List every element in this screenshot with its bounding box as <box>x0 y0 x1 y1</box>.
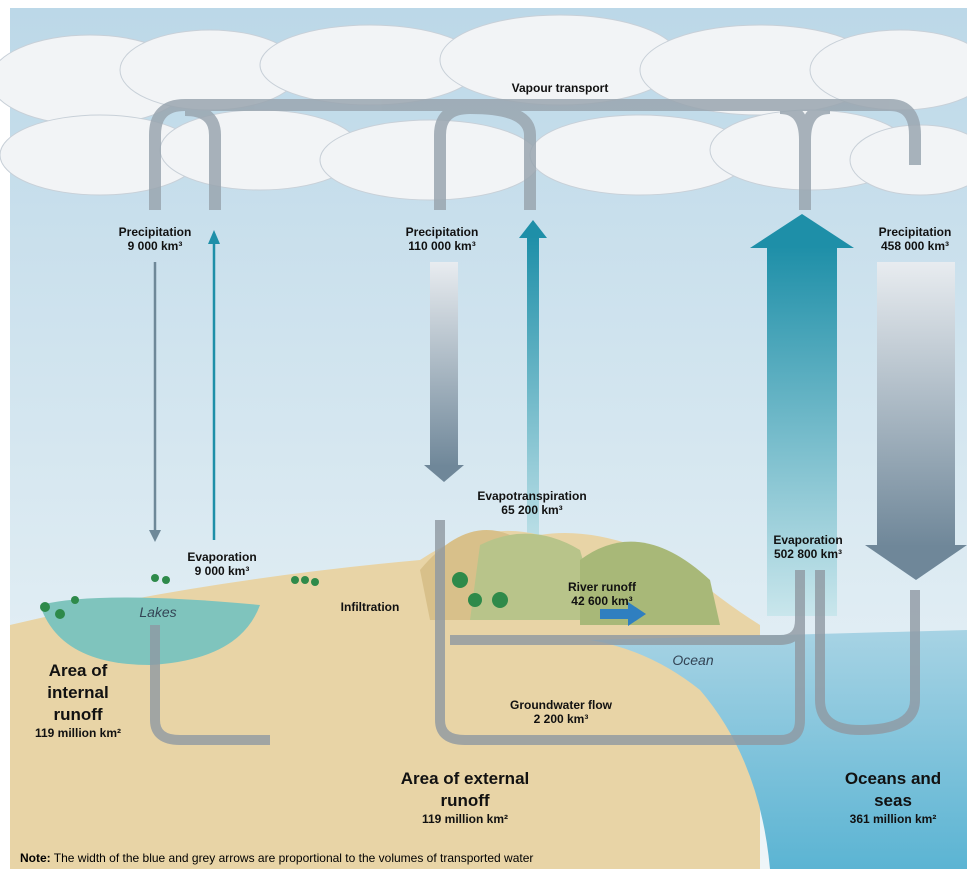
flow-name: River runoff <box>567 580 637 594</box>
flow-name: Evapotranspiration <box>477 489 587 503</box>
flow-amount: 110 000 km³ <box>408 239 476 253</box>
flow-label: Evaporation 502 800 km³ <box>773 533 842 561</box>
flow-label: Evapotranspiration 65 200 km³ <box>477 489 586 517</box>
note-prefix: Note: <box>20 851 51 865</box>
flow-name: Precipitation <box>118 225 192 239</box>
lakes-label: Lakes <box>139 604 177 620</box>
flow-label: Evaporation 9 000 km³ <box>187 550 256 578</box>
area-label: Area of external runoff 119 million km² <box>380 768 550 826</box>
flow-label: Groundwater flow 2 200 km³ <box>510 698 612 726</box>
area-name: Area of external runoff <box>400 769 530 810</box>
flow-label: Precipitation 458 000 km³ <box>879 225 952 253</box>
vapour-arrows <box>149 99 921 210</box>
flow-amount: 9 000 km³ <box>127 239 183 253</box>
flow-amount: 458 000 km³ <box>880 239 950 253</box>
area-size: 361 million km² <box>849 812 937 826</box>
area-name: Oceans and seas <box>844 769 942 810</box>
flow-amount: 65 200 km³ <box>501 503 563 517</box>
flow-name: Evaporation <box>773 533 843 547</box>
area-size: 119 million km² <box>34 726 122 740</box>
infiltration-label: Infiltration <box>340 600 400 614</box>
flow-name: Evaporation <box>187 550 257 564</box>
flow-amount: 502 800 km³ <box>773 547 843 561</box>
note: Note: The width of the blue and grey arr… <box>20 851 533 865</box>
flow-amount: 2 200 km³ <box>533 712 589 726</box>
area-label: Area of internal runoff 119 million km² <box>23 660 133 740</box>
flow-amount: 9 000 km³ <box>194 564 250 578</box>
flow-label: River runoff 42 600 km³ <box>568 580 636 608</box>
flow-amount: 42 600 km³ <box>571 594 633 608</box>
area-size: 119 million km² <box>421 812 509 826</box>
ocean-label: Ocean <box>672 652 714 668</box>
flow-label: Precipitation 110 000 km³ <box>406 225 479 253</box>
flow-label: Precipitation 9 000 km³ <box>119 225 192 253</box>
trees <box>40 572 508 619</box>
area-name: Area of internal runoff <box>47 661 109 724</box>
flow-name: Precipitation <box>878 225 952 239</box>
flow-name: Groundwater flow <box>510 698 612 712</box>
area-label: Oceans and seas 361 million km² <box>838 768 948 826</box>
runoff-arrows <box>150 520 920 745</box>
flow-name: Precipitation <box>405 225 479 239</box>
vapour-transport: Vapour transport <box>511 81 609 95</box>
note-text: The width of the blue and grey arrows ar… <box>53 851 534 865</box>
